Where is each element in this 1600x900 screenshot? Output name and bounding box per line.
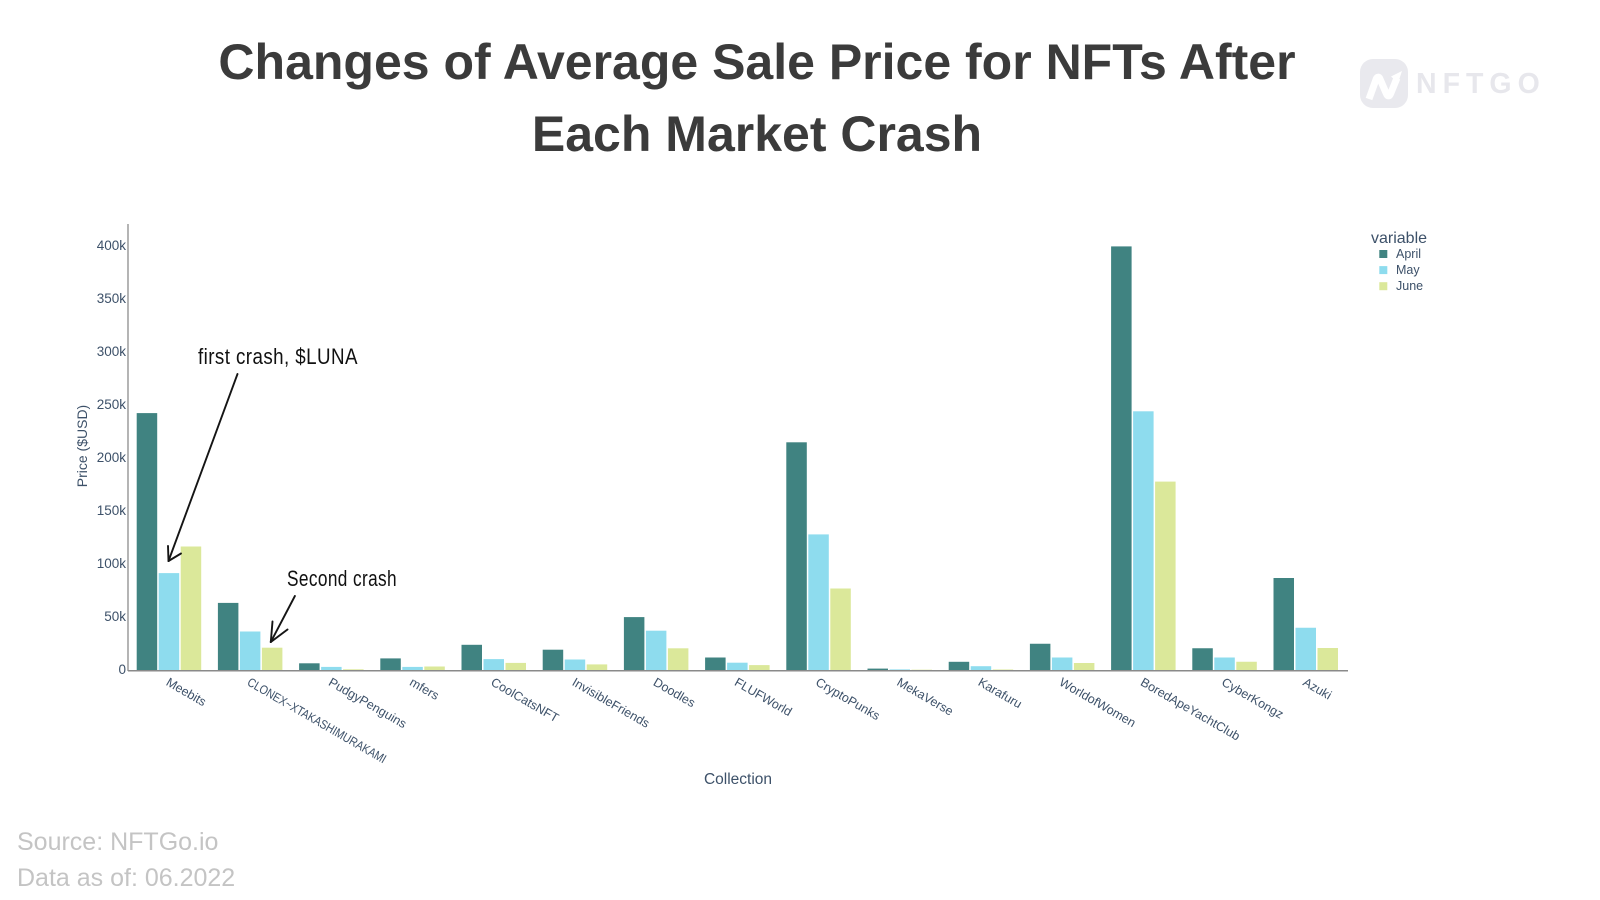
svg-text:CLONEX~XTAKASHIMURAKAMI: CLONEX~XTAKASHIMURAKAMI — [245, 675, 389, 766]
svg-text:350k: 350k — [97, 291, 127, 306]
svg-text:Karafuru: Karafuru — [976, 675, 1025, 711]
svg-text:Azuki: Azuki — [1301, 675, 1334, 702]
svg-text:Price ($USD): Price ($USD) — [74, 405, 90, 487]
svg-text:CoolCatsNFT: CoolCatsNFT — [489, 675, 562, 725]
svg-text:150k: 150k — [97, 503, 127, 518]
svg-text:April: April — [1396, 247, 1421, 261]
svg-text:0: 0 — [118, 662, 126, 677]
svg-text:CyberKongz: CyberKongz — [1219, 675, 1286, 722]
svg-text:250k: 250k — [97, 397, 127, 412]
svg-text:InvisibleFriends: InvisibleFriends — [570, 675, 652, 731]
svg-text:June: June — [1396, 279, 1423, 293]
svg-text:Doodles: Doodles — [651, 675, 698, 710]
svg-text:WorldofWomen: WorldofWomen — [1057, 675, 1138, 730]
svg-text:Meebits: Meebits — [164, 675, 209, 709]
svg-text:CryptoPunks: CryptoPunks — [813, 675, 882, 723]
svg-text:400k: 400k — [97, 238, 127, 253]
svg-text:50k: 50k — [104, 609, 126, 624]
svg-text:variable: variable — [1371, 230, 1427, 247]
svg-text:May: May — [1396, 263, 1420, 277]
svg-text:Collection: Collection — [704, 771, 772, 788]
svg-text:100k: 100k — [97, 556, 127, 571]
svg-text:FLUFWorld: FLUFWorld — [732, 675, 794, 719]
svg-text:300k: 300k — [97, 344, 127, 359]
svg-text:200k: 200k — [97, 450, 127, 465]
svg-text:PudgyPenguins: PudgyPenguins — [326, 675, 409, 731]
svg-text:MekaVerse: MekaVerse — [895, 675, 956, 718]
svg-text:mfers: mfers — [407, 675, 441, 703]
